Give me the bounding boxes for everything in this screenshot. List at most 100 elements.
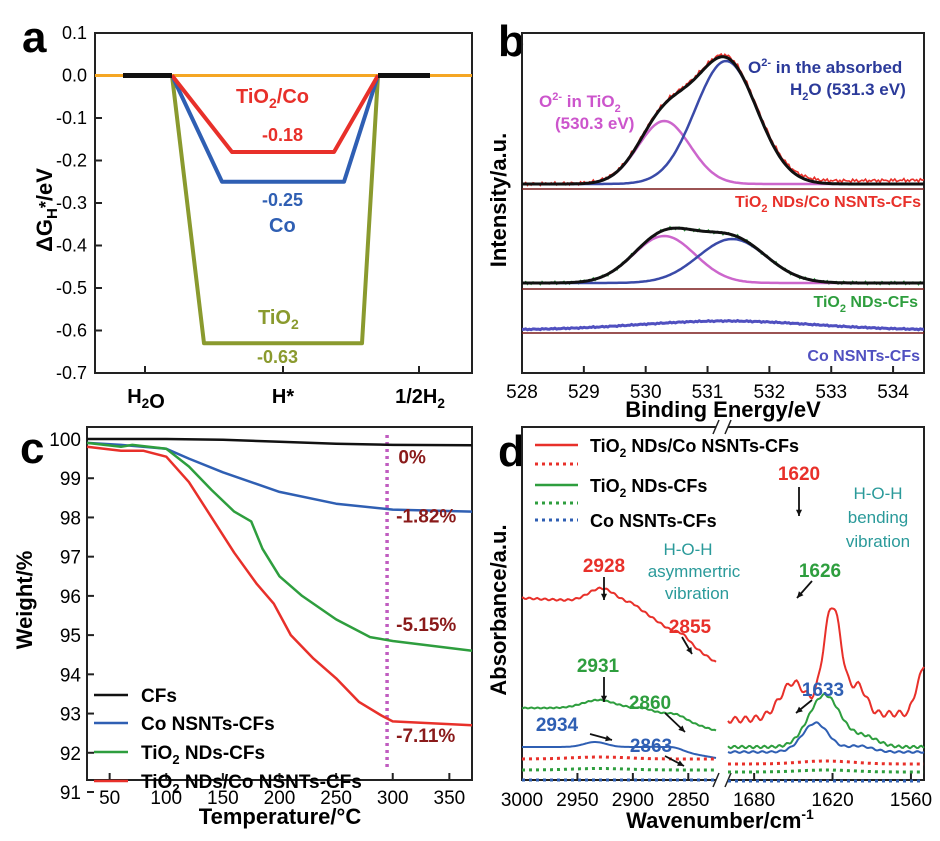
x-ticks-c: 50 100 150 200 250 300 350 xyxy=(99,773,465,809)
series-label-b-tio2-co: TiO2 NDs/Co NSNTs-CFs xyxy=(735,194,921,215)
panel-b: 528 529 530 531 532 533 534 Intensity/a.u. Bin… xyxy=(486,32,925,422)
x-tick-label-a: 1/2H2 xyxy=(395,386,445,411)
peak-label-3: 2860 xyxy=(629,693,671,714)
x-axis-label-b: Binding Energy/eV xyxy=(625,397,821,422)
panel-a: 0.1 0.0 -0.1 -0.2 -0.3 -0.4 -0.5 -0.6 -0.7 H2O H*… xyxy=(32,23,473,413)
y-tick-label-a: -0.6 xyxy=(56,321,87,341)
y-tick-label-a: -0.2 xyxy=(56,151,87,171)
y-tick-label-c: 99 xyxy=(60,469,81,490)
y-axis-label-b: Intensity/a.u. xyxy=(486,133,511,267)
peak-label-7: 1626 xyxy=(799,561,841,582)
panel-label-d: d xyxy=(498,427,525,476)
ftir-left-tio2 xyxy=(521,698,717,732)
peak-arrowhead-7 xyxy=(797,591,804,598)
x-axis-label-d: Wavenumber/cm-1 xyxy=(626,806,814,833)
weight-loss-label-2: -5.15% xyxy=(396,615,456,636)
y-tick-label-c: 91 xyxy=(60,783,81,804)
y-tick-label-a: 0.0 xyxy=(62,66,87,86)
value-co: -0.25 xyxy=(262,190,303,210)
y-tick-label-c: 96 xyxy=(60,587,81,608)
label-tio2: TiO2 xyxy=(258,307,299,332)
peak-arrowhead-5 xyxy=(677,760,684,766)
x-tick-label-c: 300 xyxy=(377,788,409,809)
x-tick-label-d-left: 2850 xyxy=(667,790,709,811)
label-co: Co xyxy=(269,215,296,237)
note-bend-line-2: vibration xyxy=(846,532,910,551)
tga-curves xyxy=(86,435,473,770)
energy-paths xyxy=(123,73,430,346)
energy-path-0 xyxy=(170,74,380,154)
y-axis-label-c: Weight/% xyxy=(12,551,37,650)
x-tick-label-a: H* xyxy=(272,386,294,408)
legend-label-cfs: CFs xyxy=(141,686,177,707)
x-tick-label-c: 250 xyxy=(320,788,352,809)
legend-label-d-tio2-co: TiO2 NDs/Co NSNTs-CFs xyxy=(590,436,799,460)
axis-break-top-right xyxy=(724,419,732,435)
series-label-b-tio2: TiO2 NDs-CFs xyxy=(813,294,918,315)
x-ticks-a: H2O H* 1/2H2 xyxy=(127,366,445,413)
annotation-o2-water: O2- in the absorbed xyxy=(748,57,902,77)
peak-arrowhead-6 xyxy=(795,509,803,516)
ftir-left-dotted-tio2-co xyxy=(522,755,716,761)
y-tick-label-c: 95 xyxy=(60,626,81,647)
peak-label-1: 2855 xyxy=(669,617,712,638)
value-tio2: -0.63 xyxy=(257,347,298,367)
peak-label-8: 1633 xyxy=(802,680,844,701)
weight-loss-label-1: -1.82% xyxy=(396,506,456,527)
x-tick-label-b: 529 xyxy=(568,382,600,403)
x-tick-label-d-left: 2950 xyxy=(556,790,598,811)
y-tick-label-a: -0.7 xyxy=(56,363,87,383)
x-tick-label-d-left: 2900 xyxy=(612,790,654,811)
axis-break-bottom-left xyxy=(712,772,720,788)
panel-c: 91 92 93 94 95 96 97 98 99 100 50 100 150 200 250 300 3… xyxy=(12,426,473,829)
peak-arrowhead-0 xyxy=(600,593,608,600)
series-label-b-co: Co NSNTs-CFs xyxy=(807,348,920,365)
legend-d: TiO2 NDs/Co NSNTs-CFs TiO2 NDs-CFs Co NS… xyxy=(535,436,799,531)
annotation-o2-tio2-energy: (530.3 eV) xyxy=(555,114,634,133)
ftir-right-dotted-tio2 xyxy=(728,768,924,774)
panel-label-c: c xyxy=(20,424,44,473)
label-tio2-co: TiO2/Co xyxy=(236,86,309,111)
x-ticks-d: 3000 2950 2900 2850 1680 1620 1560 xyxy=(501,773,932,811)
y-tick-label-a: -0.4 xyxy=(56,236,87,256)
peak-arrowhead-3 xyxy=(678,725,685,732)
x-tick-label-c: 150 xyxy=(207,788,239,809)
fit-envelope-mid xyxy=(522,226,924,285)
fit-envelope-top xyxy=(522,55,924,186)
x-tick-label-b: 530 xyxy=(630,382,662,403)
fit-tio2-peak-mid xyxy=(522,234,924,285)
note-asym-line-1: asymmertric xyxy=(648,562,741,581)
peak-arrowhead-8 xyxy=(796,706,803,713)
peak-arrowhead-1 xyxy=(686,647,692,654)
y-tick-label-a: 0.1 xyxy=(62,23,87,43)
panel-label-a: a xyxy=(22,13,47,62)
y-tick-label-c: 94 xyxy=(60,665,82,686)
y-ticks-a: 0.1 0.0 -0.1 -0.2 -0.3 -0.4 -0.5 -0.6 -0.7 xyxy=(56,23,102,383)
ftir-curves xyxy=(521,586,925,783)
peak-label-5: 2863 xyxy=(630,736,672,757)
legend-label-d-co: Co NSNTs-CFs xyxy=(590,511,717,531)
axis-break-top-left xyxy=(712,419,720,435)
x-tick-label-c: 350 xyxy=(434,788,466,809)
peak-label-0: 2928 xyxy=(583,556,625,577)
peak-arrowhead-2 xyxy=(600,695,608,702)
annotation-o2-water-energy: H2O (531.3 eV) xyxy=(790,80,906,103)
x-tick-label-c: 200 xyxy=(264,788,296,809)
x-tick-label-b: 531 xyxy=(692,382,724,403)
x-tick-label-b: 533 xyxy=(815,382,847,403)
y-tick-label-c: 98 xyxy=(60,508,81,529)
note-asym-line-0: H-O-H xyxy=(663,540,712,559)
ftir-left-tio2-co xyxy=(521,586,717,663)
legend-label-tio2-co: TiO2 NDs/Co NSNTs-CFs xyxy=(141,772,362,796)
ftir-right-tio2 xyxy=(727,692,925,750)
tga-curve-2 xyxy=(86,441,473,653)
axis-break-gap xyxy=(716,420,728,785)
note-bend-line-1: bending xyxy=(848,508,909,527)
ftir-right-tio2-co xyxy=(727,607,925,724)
peak-label-2: 2931 xyxy=(577,656,620,677)
x-tick-label-b: 532 xyxy=(754,382,786,403)
y-axis-label-d: Absorbance/a.u. xyxy=(486,524,511,695)
y-tick-label-a: -0.1 xyxy=(56,108,87,128)
tga-curve-0 xyxy=(87,437,473,447)
